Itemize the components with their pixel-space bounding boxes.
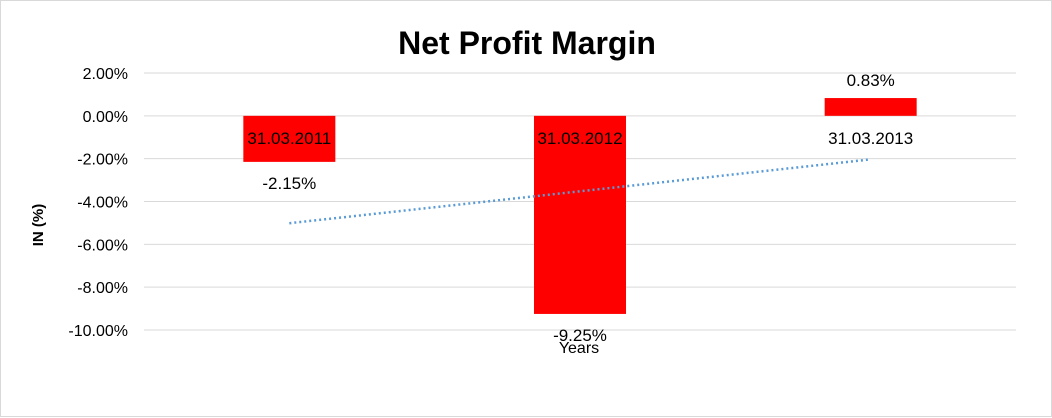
chart-title: Net Profit Margin [398, 25, 656, 61]
category-label: 31.03.2013 [828, 129, 913, 148]
y-axis-label: IN (%) [30, 204, 47, 247]
y-tick-label: -10.00% [68, 323, 128, 340]
x-axis-label: Years [559, 340, 599, 357]
y-tick-label: -4.00% [77, 195, 128, 212]
y-tick-label: -8.00% [77, 280, 128, 297]
category-label: 31.03.2011 [247, 129, 331, 148]
bar [534, 115, 626, 314]
y-tick-label: 0.00% [83, 109, 128, 126]
data-labels: -2.15% -9.25% 0.83% [262, 71, 894, 345]
data-label: -2.15% [262, 174, 316, 193]
data-label: 0.83% [847, 71, 895, 90]
category-label: 31.03.2012 [537, 129, 622, 148]
bar [243, 115, 336, 162]
bars [243, 98, 917, 314]
y-tick-label: -6.00% [77, 237, 128, 254]
y-axis-ticks: 2.00% 0.00% -2.00% -4.00% -6.00% -8.00% -10.00… [68, 66, 128, 340]
bar [824, 98, 917, 116]
category-labels: 31.03.2011 31.03.2012 31.03.2013 [247, 129, 913, 148]
data-label: -9.25% [553, 326, 607, 345]
y-tick-label: 2.00% [83, 66, 128, 83]
y-tick-label: -2.00% [77, 152, 128, 169]
